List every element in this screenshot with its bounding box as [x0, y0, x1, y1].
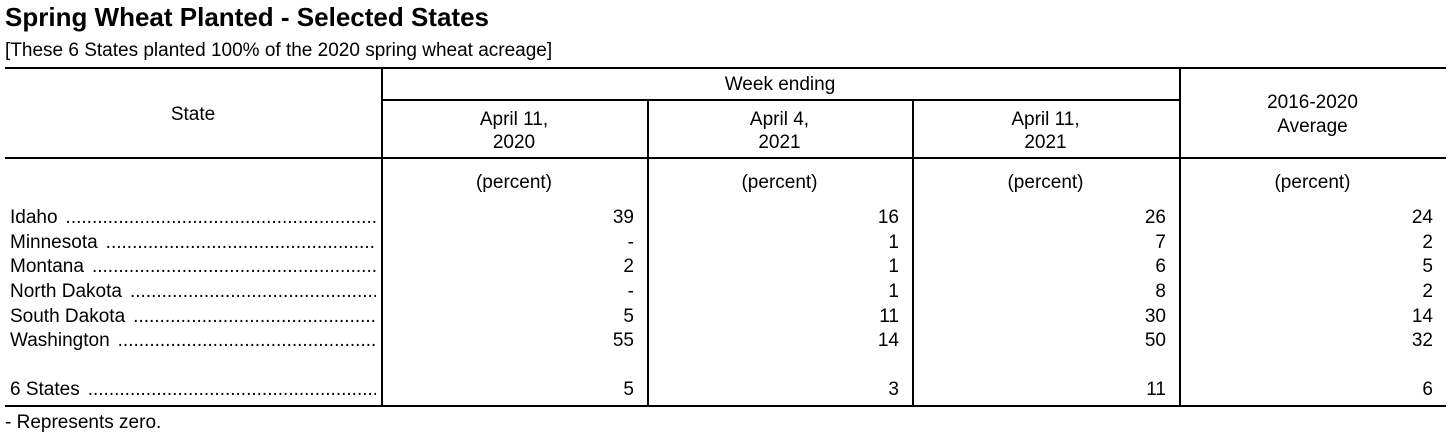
- header-col1-line2: 2020: [492, 132, 536, 153]
- cell-col1: 2: [623, 256, 634, 277]
- page-title: Spring Wheat Planted - Selected States: [5, 2, 489, 32]
- header-state: State: [170, 104, 216, 125]
- cell-col1: -: [627, 281, 634, 302]
- header-col4-line1: 2016-2020: [1267, 92, 1358, 113]
- cell-col1: 39: [612, 207, 634, 228]
- cell-col3: 8: [1155, 281, 1166, 302]
- cell-col2: 14: [877, 330, 899, 351]
- header-week-ending: Week ending: [724, 74, 836, 95]
- col-divider-1: [647, 99, 649, 157]
- state-name: Idaho: [10, 207, 58, 228]
- state-name: Minnesota: [10, 232, 98, 253]
- unit-col2: (percent): [741, 172, 818, 193]
- col-divider-3: [1179, 67, 1181, 406]
- header-col3-line1: April 11,: [1011, 109, 1080, 130]
- table-bottom-rule: [5, 405, 1446, 407]
- cell-col1: 55: [612, 330, 634, 351]
- total-col1: 5: [623, 379, 634, 400]
- header-col3-line2: 2021: [1024, 132, 1067, 153]
- cell-col2: 1: [888, 232, 899, 253]
- unit-col1: (percent): [475, 172, 553, 193]
- page-subtitle: [These 6 States planted 100% of the 2020…: [5, 40, 553, 61]
- cell-col3: 30: [1144, 306, 1166, 327]
- state-name: South Dakota: [10, 306, 126, 327]
- cell-col2: 11: [879, 306, 899, 327]
- week-ending-rule: [381, 99, 1180, 101]
- unit-col4: (percent): [1274, 172, 1351, 193]
- header-col2-line1: April 4,: [749, 109, 810, 130]
- cell-col3: 26: [1144, 207, 1166, 228]
- header-col1-line1: April 11,: [479, 109, 549, 130]
- header-col4-line2: Average: [1277, 116, 1348, 137]
- cell-col1: 5: [623, 306, 634, 327]
- cell-col4: 14: [1411, 306, 1433, 327]
- cell-col4: 2: [1422, 281, 1433, 302]
- col-divider-state: [381, 67, 383, 406]
- cell-col3: 7: [1155, 232, 1166, 253]
- total-col4: 6: [1422, 379, 1433, 400]
- state-name: North Dakota: [10, 281, 122, 302]
- header-col2-line2: 2021: [758, 132, 801, 153]
- cell-col2: 1: [888, 256, 899, 277]
- state-name: Montana: [10, 256, 84, 277]
- unit-col3: (percent): [1007, 172, 1084, 193]
- footnote: - Represents zero.: [5, 412, 162, 433]
- col-divider-2: [912, 99, 914, 406]
- cell-col1: -: [627, 232, 634, 253]
- total-col3: 11: [1146, 379, 1166, 400]
- cell-col4: 24: [1411, 207, 1433, 228]
- state-name: Washington: [10, 330, 110, 351]
- cell-col3: 6: [1155, 256, 1166, 277]
- cell-col4: 2: [1422, 232, 1433, 253]
- total-label: 6 States: [10, 379, 80, 400]
- cell-col4: 32: [1411, 330, 1433, 351]
- table-top-rule: [5, 67, 1446, 69]
- cell-col3: 50: [1144, 330, 1166, 351]
- total-col2: 3: [888, 379, 899, 400]
- cell-col2: 16: [877, 207, 899, 228]
- header-bottom-rule: [5, 157, 1446, 159]
- col-divider-1-body: [647, 157, 649, 406]
- cell-col4: 5: [1422, 256, 1433, 277]
- cell-col2: 1: [888, 281, 899, 302]
